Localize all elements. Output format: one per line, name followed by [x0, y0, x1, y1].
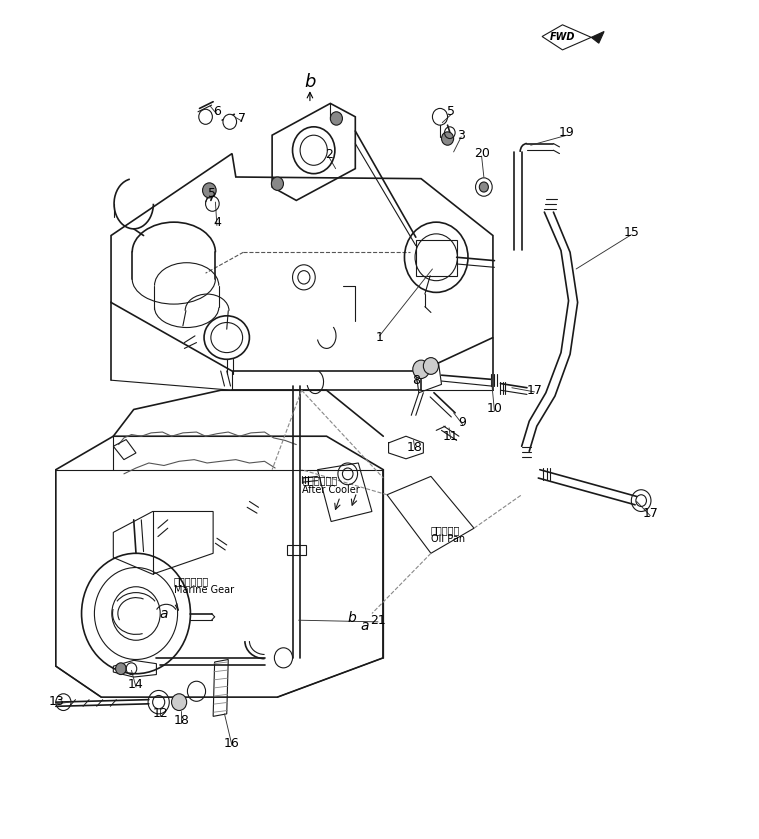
Circle shape: [203, 183, 216, 198]
Text: 12: 12: [153, 707, 168, 721]
Text: 7: 7: [238, 112, 246, 125]
Text: Oil Pan: Oil Pan: [431, 534, 465, 544]
Text: 21: 21: [370, 613, 386, 627]
Text: 17: 17: [527, 383, 543, 397]
Circle shape: [330, 112, 342, 125]
Text: 1: 1: [376, 331, 383, 344]
Text: オイルパン: オイルパン: [431, 525, 460, 535]
Text: 18: 18: [174, 714, 189, 727]
Text: 13: 13: [49, 695, 65, 708]
Text: Marine Gear: Marine Gear: [174, 585, 234, 595]
Text: マリンギヤー: マリンギヤー: [174, 576, 209, 586]
Text: 10: 10: [487, 402, 502, 415]
Text: 11: 11: [442, 430, 458, 443]
Text: 8: 8: [412, 373, 420, 387]
Circle shape: [115, 663, 126, 675]
Text: b: b: [304, 73, 316, 91]
Text: 9: 9: [458, 415, 467, 429]
Text: 16: 16: [224, 737, 240, 750]
Circle shape: [413, 360, 430, 378]
Text: 17: 17: [642, 508, 658, 520]
Circle shape: [480, 182, 488, 192]
Text: 5: 5: [208, 187, 216, 201]
Circle shape: [172, 694, 187, 711]
Text: 6: 6: [213, 105, 221, 118]
Text: a: a: [360, 619, 369, 633]
Text: 14: 14: [128, 678, 144, 691]
Text: 5: 5: [447, 105, 455, 118]
Circle shape: [223, 114, 237, 129]
Text: 4: 4: [213, 216, 221, 230]
Text: アフタクーラ: アフタクーラ: [302, 476, 338, 486]
Text: b: b: [347, 611, 356, 625]
Circle shape: [272, 177, 283, 190]
Text: After Cooler: After Cooler: [302, 485, 360, 495]
Text: a: a: [159, 607, 168, 621]
Polygon shape: [591, 32, 604, 43]
Circle shape: [442, 132, 454, 145]
Text: 2: 2: [325, 148, 332, 161]
Text: 19: 19: [559, 126, 575, 139]
Circle shape: [424, 357, 439, 374]
Text: FWD: FWD: [550, 33, 575, 42]
Text: 20: 20: [474, 147, 490, 160]
Bar: [287, 545, 306, 555]
Text: 15: 15: [623, 226, 639, 238]
Text: 3: 3: [457, 128, 465, 142]
Text: 18: 18: [407, 440, 423, 454]
